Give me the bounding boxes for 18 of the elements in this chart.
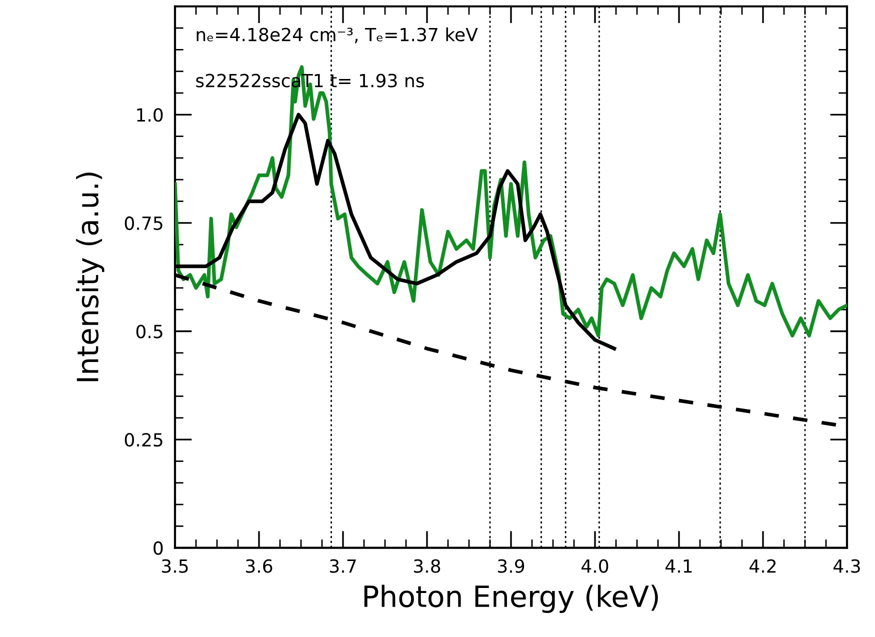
x-tick-label: 3.5: [162, 559, 188, 573]
x-tick-label: 4.3: [834, 559, 860, 573]
x-tick-label: 4.1: [666, 559, 692, 573]
x-tick-label: 3.7: [330, 559, 356, 573]
y-tick-label: 0: [154, 541, 163, 555]
x-tick-label: 4.2: [750, 559, 776, 573]
x-tick-label: 3.9: [498, 559, 524, 573]
x-tick-label: 3.8: [414, 559, 440, 573]
y-axis-title: Intensity (a.u.): [76, 172, 104, 382]
y-tick-label: 1.0: [137, 108, 163, 122]
x-tick-label: 4.0: [582, 559, 608, 573]
x-axis-title: Photon Energy (keV): [364, 584, 658, 613]
x-tick-label: 3.6: [246, 559, 272, 573]
y-tick-label: 0.75: [124, 216, 162, 230]
y-tick-label: 0.5: [136, 324, 162, 338]
y-tick-label: 0.25: [124, 432, 162, 447]
annotation: nₑ=4.18e24 cm⁻³, Tₑ=1.37 keV: [196, 27, 478, 44]
line-series: [175, 65, 847, 338]
